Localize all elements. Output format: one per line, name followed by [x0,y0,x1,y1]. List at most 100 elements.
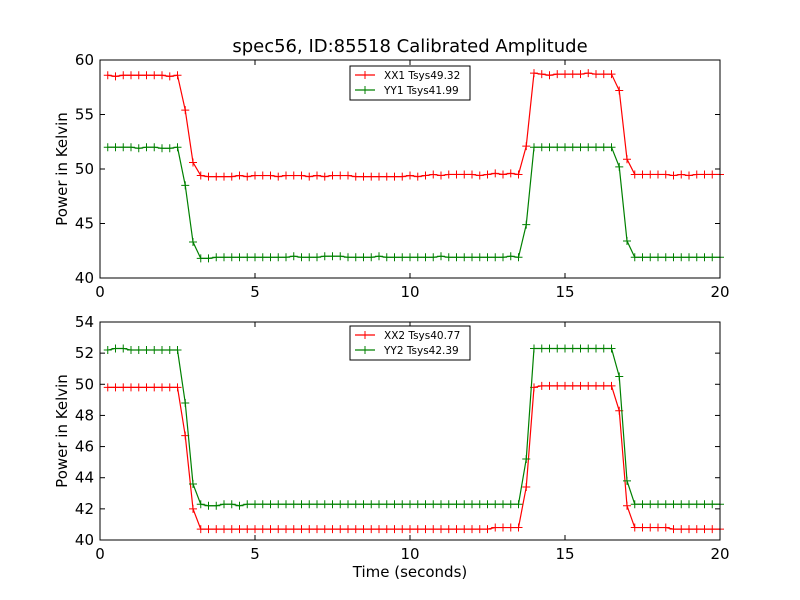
data-point [119,143,128,152]
data-point [282,171,290,180]
data-point [158,346,166,355]
data-point [328,171,337,180]
data-point [537,344,546,353]
data-point [576,344,585,353]
data-point [119,71,128,80]
data-point [227,525,236,534]
data-point [452,170,461,179]
data-point [452,525,461,534]
bottom-panel: 0 5 10 15 20 40 42 44 46 48 50 52 54 Power in Kelvin T… [53,313,730,581]
data-point [243,172,252,181]
data-point [499,253,507,262]
data-point [282,525,290,534]
data-point [429,170,438,179]
top-panel: 0 5 10 15 20 40 45 50 55 60 Power in Kelvin XX1 Tsy… [53,51,730,301]
data-point [382,172,391,181]
data-point [568,381,577,390]
y-tick-label: 40 [75,269,94,287]
data-point [150,71,159,80]
data-point [584,143,593,152]
data-point [220,500,228,509]
data-point [344,500,352,509]
data-point [243,253,252,262]
data-point [437,171,445,180]
data-point [359,525,368,534]
data-point [196,254,205,263]
data-point [561,381,569,390]
y-tick-label: 40 [75,531,94,549]
data-point [320,252,329,261]
data-point [220,172,228,181]
data-point [483,525,492,534]
data-point [630,170,639,179]
data-point [103,143,112,152]
data-point [398,172,407,181]
data-point [111,72,120,81]
data-point [615,86,624,95]
data-point [251,171,259,180]
data-point [692,525,701,534]
data-point [437,252,445,261]
data-point [313,253,321,262]
data-point [661,170,670,179]
data-point [623,476,631,485]
data-point [646,253,655,262]
data-point [444,253,453,262]
y-tick-label: 60 [75,51,94,69]
data-point [561,70,569,79]
data-point [468,170,476,179]
data-point [677,525,686,534]
data-point [483,170,492,179]
x-tick-label: 0 [95,283,105,301]
data-point [150,143,159,152]
data-point [359,500,368,509]
data-point [421,253,430,262]
data-point [367,500,376,509]
data-point [243,525,252,534]
data-point [708,525,717,534]
data-point [142,143,151,152]
data-point [553,70,562,79]
data-point [537,381,546,390]
data-point [196,500,205,509]
data-point [406,500,414,509]
data-point [530,143,538,152]
data-point [553,344,562,353]
series-1 [103,69,724,181]
data-point [530,69,538,78]
data-point [344,171,352,180]
data-point [421,525,430,534]
x-tick-label: 20 [710,283,729,301]
legend-label: YY1 Tsys41.99 [383,85,459,97]
data-point [661,500,670,509]
legend-swatch-marker [361,331,369,339]
data-point [313,525,321,534]
data-point [297,500,306,509]
data-point [630,253,639,262]
data-point [607,344,616,353]
data-point [344,525,352,534]
data-point [568,70,577,79]
data-point [189,238,197,247]
data-point [491,253,500,262]
data-point [460,170,469,179]
legend-box [349,65,471,101]
data-point [677,500,686,509]
data-point [669,525,678,534]
data-point [460,253,469,262]
data-point [677,253,686,262]
data-point [165,144,174,153]
data-point [212,253,221,262]
data-point [305,500,314,509]
figure-title: spec56, ID:85518 Calibrated Amplitude [232,36,587,57]
data-point [103,383,112,392]
data-point [437,500,445,509]
data-point [127,383,135,392]
data-point [398,253,407,262]
data-point [134,346,143,355]
data-point [150,346,159,355]
y-tick-label: 50 [75,375,94,393]
data-point [173,383,182,392]
data-point [305,172,314,181]
data-point [289,252,298,261]
